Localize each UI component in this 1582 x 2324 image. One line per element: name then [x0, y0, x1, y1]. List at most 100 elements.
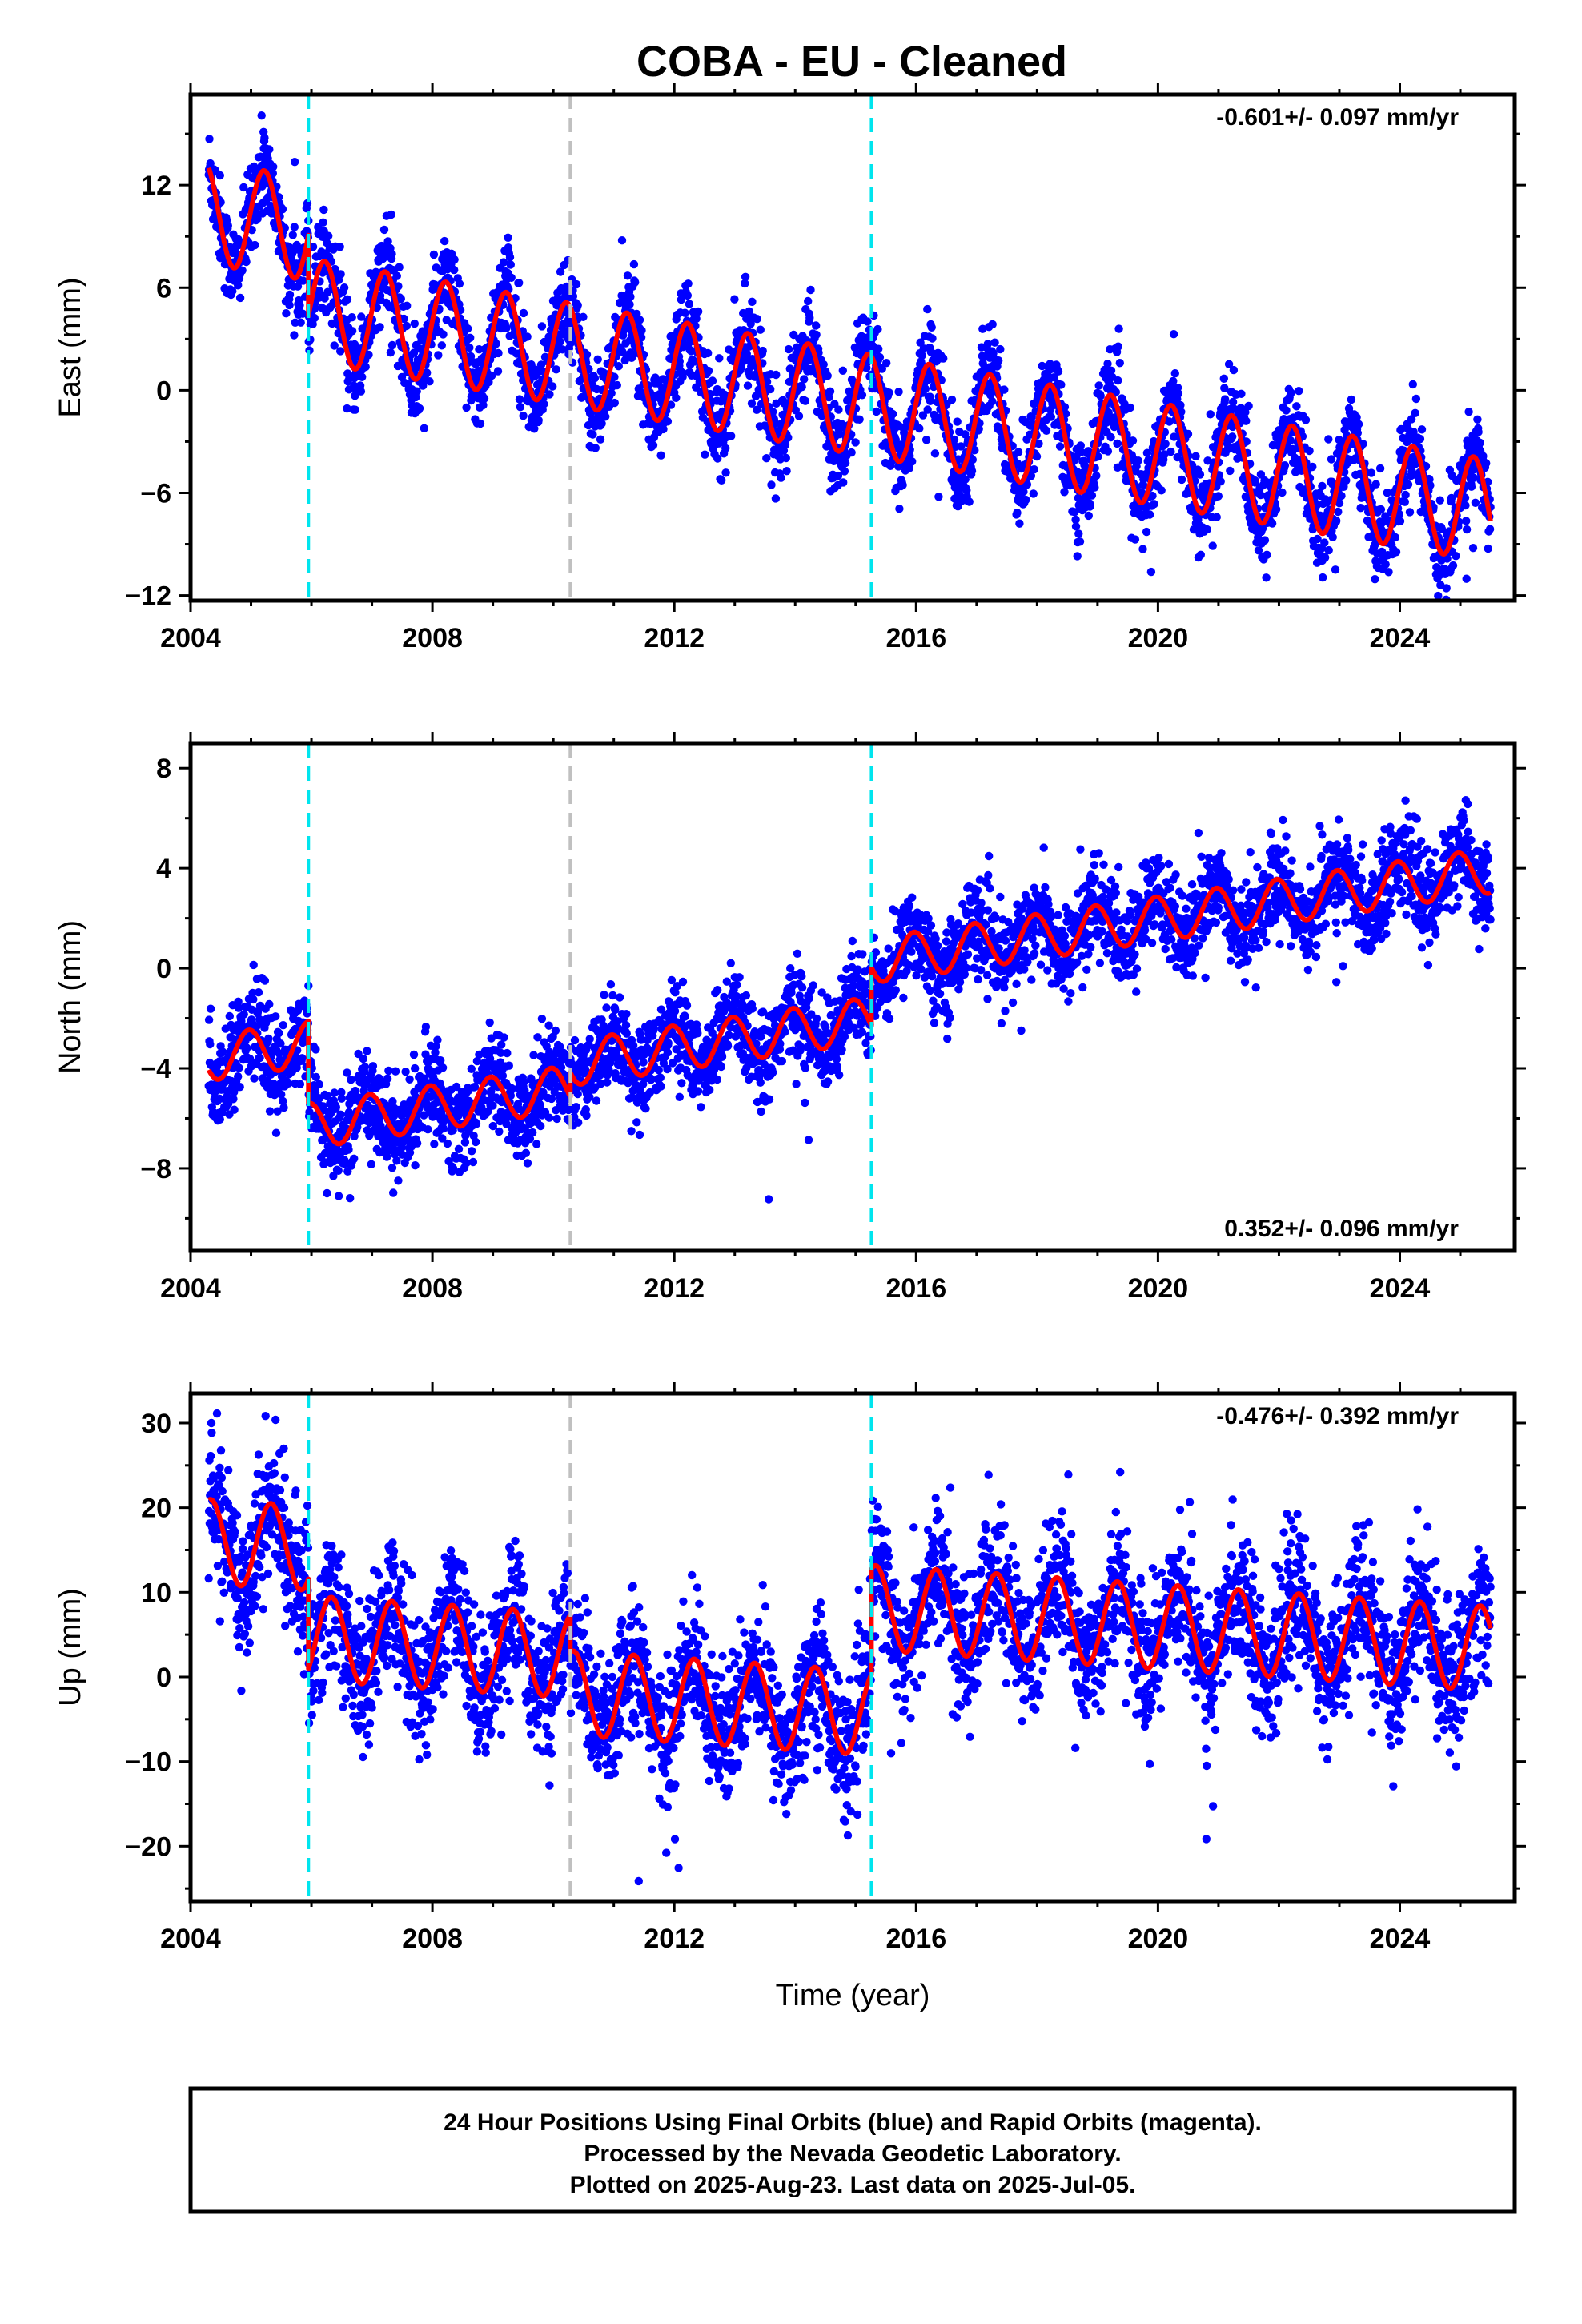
- data-point: [311, 1072, 320, 1082]
- data-point: [494, 348, 503, 358]
- data-point: [684, 279, 693, 288]
- data-point: [1046, 412, 1056, 421]
- data-point: [206, 1039, 215, 1049]
- data-point: [882, 359, 891, 368]
- data-point: [394, 1176, 403, 1185]
- data-point: [420, 424, 428, 432]
- data-point: [625, 300, 634, 309]
- data-point: [310, 313, 319, 323]
- data-point: [336, 1110, 345, 1120]
- data-point: [743, 381, 753, 390]
- data-point: [204, 1015, 214, 1024]
- data-point: [623, 271, 632, 280]
- data-point: [334, 1166, 343, 1176]
- data-point: [715, 354, 724, 363]
- data-point: [1214, 492, 1223, 501]
- data-point: [347, 313, 356, 322]
- data-point: [885, 388, 893, 397]
- data-point: [1084, 511, 1094, 521]
- data-point: [1484, 544, 1492, 553]
- data-point: [1074, 529, 1083, 538]
- data-point: [947, 395, 957, 404]
- data-point: [1208, 541, 1217, 550]
- data-point: [396, 294, 405, 304]
- data-point: [504, 233, 512, 242]
- data-point: [1073, 552, 1082, 561]
- data-point: [523, 1159, 532, 1168]
- data-point: [1415, 434, 1425, 444]
- data-point: [268, 169, 277, 178]
- data-point: [1196, 550, 1206, 559]
- data-point: [1263, 550, 1271, 559]
- data-point: [872, 407, 881, 416]
- data-point: [825, 387, 835, 396]
- data-point: [781, 453, 790, 463]
- data-point: [475, 345, 484, 354]
- data-point: [994, 356, 1003, 365]
- data-point: [1282, 406, 1291, 415]
- y-tick-label: 0: [156, 376, 171, 406]
- data-point: [1381, 560, 1390, 569]
- data-point: [324, 231, 333, 240]
- data-point: [1337, 491, 1346, 501]
- data-point: [839, 478, 848, 487]
- data-point: [1400, 497, 1410, 506]
- data-point: [766, 384, 775, 394]
- data-point: [1476, 438, 1484, 448]
- data-point: [784, 344, 793, 354]
- data-point: [1287, 388, 1295, 397]
- data-point: [934, 493, 943, 501]
- data-point: [1308, 462, 1317, 472]
- data-point: [466, 333, 475, 342]
- x-tick-label: 2024: [1370, 623, 1431, 653]
- data-point: [1161, 440, 1170, 448]
- data-point: [1134, 456, 1142, 465]
- data-point: [1115, 359, 1125, 368]
- data-point: [804, 296, 813, 306]
- data-point: [462, 403, 471, 412]
- data-point: [235, 1083, 244, 1092]
- data-point: [727, 432, 736, 440]
- data-point: [1015, 519, 1024, 528]
- data-point: [1473, 415, 1482, 424]
- data-point: [1417, 425, 1427, 434]
- x-tick-label: 2016: [885, 623, 946, 653]
- data-point: [612, 380, 621, 390]
- data-point: [1090, 483, 1099, 492]
- data-point: [1391, 533, 1400, 542]
- data-point: [506, 260, 515, 269]
- data-point: [1384, 568, 1393, 577]
- data-point: [464, 324, 472, 333]
- data-point: [282, 309, 291, 318]
- data-point: [692, 314, 701, 324]
- data-point: [1150, 500, 1158, 509]
- data-point: [206, 1004, 215, 1013]
- data-point: [285, 300, 294, 310]
- data-point: [368, 1062, 378, 1071]
- data-point: [249, 960, 258, 970]
- data-point: [479, 400, 488, 410]
- data-point: [308, 243, 318, 251]
- data-point: [357, 312, 366, 321]
- data-point: [753, 315, 761, 324]
- data-point: [823, 372, 832, 380]
- data-point: [290, 223, 299, 231]
- data-point: [923, 304, 932, 314]
- data-point: [1367, 468, 1376, 477]
- data-point: [1328, 533, 1337, 541]
- data-point: [480, 394, 489, 403]
- data-point: [450, 255, 459, 264]
- data-point: [410, 319, 419, 328]
- data-point: [1106, 432, 1115, 442]
- data-point: [801, 396, 810, 405]
- data-point: [223, 221, 232, 230]
- data-point: [1471, 498, 1480, 507]
- data-point: [412, 1139, 422, 1148]
- data-point: [1113, 439, 1122, 448]
- data-point: [254, 988, 263, 997]
- data-point: [271, 1128, 281, 1137]
- data-point: [205, 135, 214, 143]
- data-point: [343, 1068, 351, 1077]
